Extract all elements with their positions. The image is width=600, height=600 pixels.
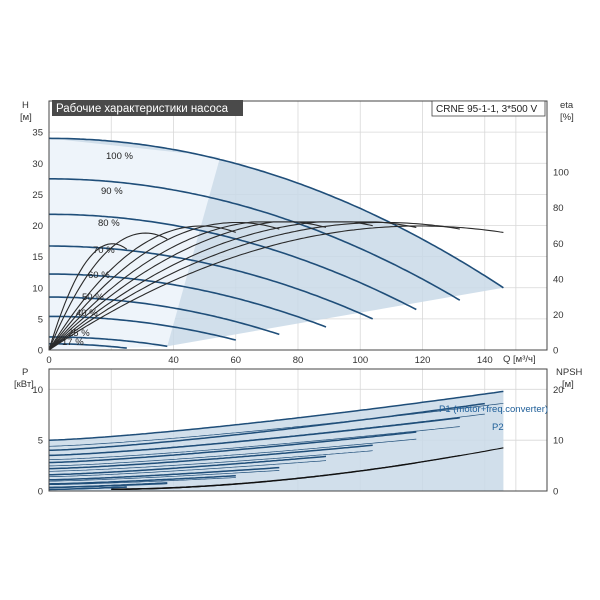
efficiency-curves [48, 221, 504, 351]
y-axis-label-p: P [22, 367, 28, 378]
power-curve-p2-2 [48, 426, 460, 461]
y-axis-unit-h: [м] [20, 112, 32, 123]
power-curve-p2-5 [48, 460, 327, 478]
bottom-y-tick-label: 10 [32, 385, 43, 396]
head-curve-70 [49, 245, 374, 320]
power-curve-p2-4 [49, 450, 373, 472]
speed-label-60: 60 % [88, 270, 110, 281]
chart-title: Рабочие характеристики насоса [56, 103, 229, 115]
y-tick-label: 30 [32, 159, 43, 170]
y-tick-label: 25 [32, 190, 43, 201]
x-tick-label: 120 [415, 355, 431, 366]
model-box [431, 100, 546, 117]
y2-tick-label: 80 [553, 203, 564, 214]
y-tick-label: 35 [32, 128, 43, 139]
efficiency-curve-40 [48, 225, 236, 351]
speed-label-17: 17 % [62, 337, 84, 348]
power-curve-3 [49, 431, 417, 464]
y2-tick-label: 100 [553, 168, 569, 179]
bottom-operating-region [49, 391, 504, 491]
x-tick-label: 40 [168, 355, 179, 366]
y2-axis-label-eta: eta [560, 100, 574, 111]
speed-label-50: 50 % [82, 292, 104, 303]
y2-tick-label: 40 [553, 274, 564, 285]
power-curve-5 [49, 455, 327, 476]
y-tick-label: 15 [32, 252, 43, 263]
bottom-y-tick-label: 0 [38, 487, 43, 498]
head-curve-100 [48, 137, 504, 289]
head-curve-90 [49, 178, 461, 301]
bottom-chart-frame [48, 368, 548, 492]
power-curve-6 [49, 466, 280, 481]
series-label-p1: P1 (motor+freq.converter) [439, 404, 548, 415]
power-curve-2 [49, 417, 460, 457]
x-tick-label: 80 [293, 355, 304, 366]
top-chart-frame [48, 100, 548, 351]
x-tick-label: 0 [46, 355, 51, 366]
power-curve-p2-6 [48, 470, 280, 482]
efficiency-curve-70 [48, 221, 373, 351]
y-tick-label: 0 [38, 346, 43, 357]
head-curve-50 [49, 296, 280, 336]
efficiency-curve-100 [48, 225, 504, 351]
y2-axis-unit-eta: [%] [560, 112, 574, 123]
y-tick-label: 5 [38, 314, 43, 325]
y-axis-unit-p: [кВт] [14, 379, 34, 390]
power-curve-p2-0 [48, 402, 504, 447]
bottom-y-tick-label: 5 [38, 436, 43, 447]
speed-labels: 100 % 90 % 80 % 70 % 60 % 50 % 40 % 25 %17 % [62, 151, 133, 348]
speed-label-90: 90 % [101, 186, 123, 197]
title-background [52, 100, 243, 116]
power-curve-p2-7 [49, 477, 236, 486]
power-curve-7 [48, 475, 236, 485]
bottom-y2-tick-label: 10 [553, 436, 564, 447]
speed-label-100: 100 % [106, 151, 133, 162]
head-curve-17 [49, 343, 127, 349]
y2-axis-unit-npsh: [м] [562, 379, 574, 390]
y-tick-label: 20 [32, 221, 43, 232]
efficiency-curve-50 [48, 221, 280, 351]
power-curve-p2-9 [48, 487, 127, 491]
y2-tick-label: 60 [553, 239, 564, 250]
y2-tick-label: 20 [553, 310, 564, 321]
head-curve-80 [49, 213, 417, 311]
y-tick-label: 10 [32, 283, 43, 294]
power-curve-0 [48, 390, 504, 441]
x-tick-label: 140 [477, 355, 493, 366]
power-curve-4 [49, 444, 373, 470]
power-curves [48, 390, 504, 491]
power-curve-1 [49, 402, 485, 452]
x-tick-label: 100 [352, 355, 368, 366]
speed-label-70: 70 % [93, 245, 115, 256]
head-curves [48, 137, 504, 349]
x-axis-label-q: Q [м³/ч] [503, 354, 536, 365]
speed-label-25: 25 % [68, 328, 90, 339]
efficiency-curve-60 [48, 221, 327, 351]
npsh-curve-2 [111, 462, 417, 491]
efficiency-curve-90 [48, 221, 460, 351]
power-curve-p2-8 [48, 483, 168, 489]
efficiency-curve-17 [48, 243, 128, 351]
model-label: CRNE 95-1-1, 3*500 V [436, 104, 537, 115]
bottom-y2-tick-label: 20 [553, 385, 564, 396]
bottom-y2-tick-label: 0 [553, 487, 558, 498]
head-curve-60 [49, 273, 327, 328]
series-label-p2: P2 [492, 422, 504, 433]
speed-label-80: 80 % [98, 218, 120, 229]
power-curve-8 [49, 482, 168, 489]
power-curve-p2-3 [49, 438, 417, 467]
y2-axis-label-npsh: NPSH [556, 367, 583, 378]
speed-label-40: 40 % [76, 308, 98, 319]
y2-tick-label: 0 [553, 346, 558, 357]
npsh-curves [111, 447, 504, 491]
x-tick-label: 60 [230, 355, 241, 366]
y-axis-label-h: H [22, 100, 29, 111]
power-region-shape [49, 391, 504, 491]
efficiency-curve-25 [48, 232, 168, 351]
axis-ticks: 0 40 60 80 100 120 140051015202530350204060801… [32, 128, 568, 498]
